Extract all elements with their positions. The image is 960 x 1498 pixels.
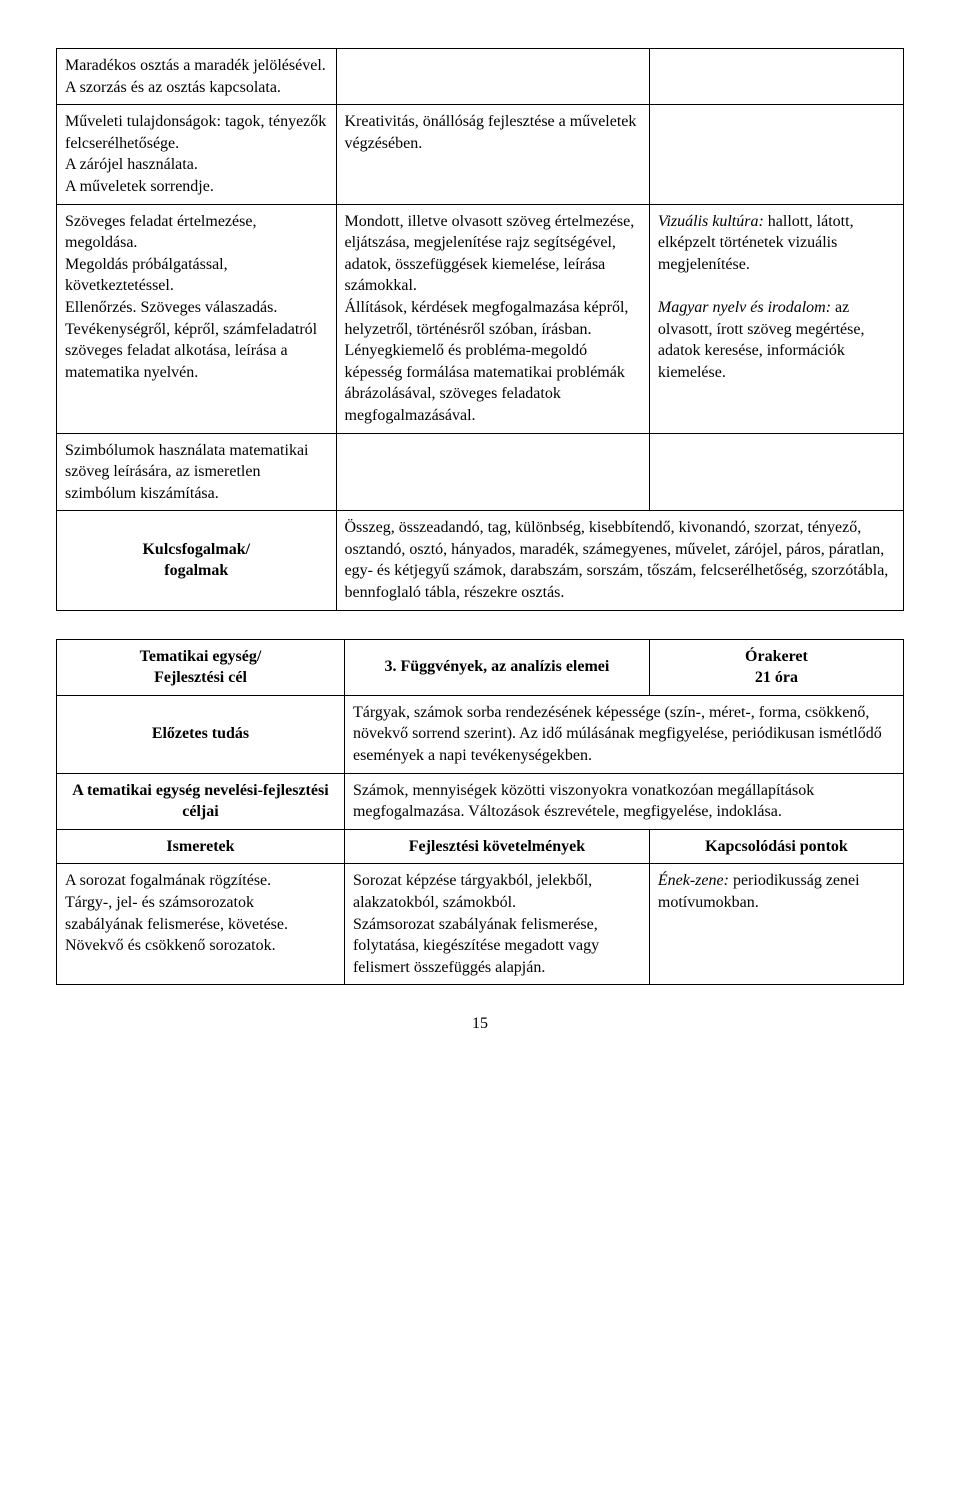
cell: Maradékos osztás a maradék jelölésével. … <box>57 49 337 105</box>
table-row: Előzetes tudás Tárgyak, számok sorba ren… <box>57 695 904 773</box>
table-row: A tematikai egység nevelési-fejlesztési … <box>57 773 904 829</box>
cell: Vizuális kultúra: hallott, látott, elkép… <box>649 204 903 433</box>
cell <box>649 105 903 204</box>
cell: Mondott, illetve olvasott szöveg értelme… <box>336 204 649 433</box>
cell: Szimbólumok használata matematikai szöve… <box>57 433 337 511</box>
cell: Műveleti tulajdonságok: tagok, tényezők … <box>57 105 337 204</box>
tematikai-celjai-label: A tematikai egység nevelési-fejlesztési … <box>57 773 345 829</box>
table-row: Ismeretek Fejlesztési követelmények Kapc… <box>57 829 904 864</box>
tematikai-egyseg-title: 3. Függvények, az analízis elemei <box>344 639 649 695</box>
cell <box>649 49 903 105</box>
cell <box>336 49 649 105</box>
col-header-fejlesztesi: Fejlesztési követelmények <box>344 829 649 864</box>
table-1: Maradékos osztás a maradék jelölésével. … <box>56 48 904 611</box>
cell <box>336 433 649 511</box>
table-row: Maradékos osztás a maradék jelölésével. … <box>57 49 904 105</box>
cell: Szöveges feladat értelmezése, megoldása.… <box>57 204 337 433</box>
link-label: Ének-zene: <box>658 872 729 889</box>
cell: A sorozat fogalmának rögzítése. Tárgy-, … <box>57 864 345 985</box>
col-header-ismeretek: Ismeretek <box>57 829 345 864</box>
table-row: Tematikai egység/ Fejlesztési cél 3. Füg… <box>57 639 904 695</box>
table-row: A sorozat fogalmának rögzítése. Tárgy-, … <box>57 864 904 985</box>
orakeret: Órakeret 21 óra <box>649 639 903 695</box>
kulcsfogalmak-text: Összeg, összeadandó, tag, különbség, kis… <box>336 511 904 610</box>
page-number: 15 <box>56 1013 904 1035</box>
table-row: Műveleti tulajdonságok: tagok, tényezők … <box>57 105 904 204</box>
table-row: Kulcsfogalmak/ fogalmak Összeg, összeada… <box>57 511 904 610</box>
elozetes-tudas-text: Tárgyak, számok sorba rendezésének képes… <box>344 695 903 773</box>
link-label: Vizuális kultúra: <box>658 213 764 230</box>
link-label: Magyar nyelv és irodalom: <box>658 299 831 316</box>
cell: Kreativitás, önállóság fejlesztése a műv… <box>336 105 649 204</box>
cell: Sorozat képzése tárgyakból, jelekből, al… <box>344 864 649 985</box>
tematikai-egyseg-label: Tematikai egység/ Fejlesztési cél <box>57 639 345 695</box>
tematikai-celjai-text: Számok, mennyiségek közötti viszonyokra … <box>344 773 903 829</box>
cell: Ének-zene: periodikusság zenei motívumok… <box>649 864 903 985</box>
table-row: Szimbólumok használata matematikai szöve… <box>57 433 904 511</box>
kulcsfogalmak-label: Kulcsfogalmak/ fogalmak <box>57 511 337 610</box>
col-header-kapcsolodasi: Kapcsolódási pontok <box>649 829 903 864</box>
elozetes-tudas-label: Előzetes tudás <box>57 695 345 773</box>
table-2: Tematikai egység/ Fejlesztési cél 3. Füg… <box>56 639 904 986</box>
table-row: Szöveges feladat értelmezése, megoldása.… <box>57 204 904 433</box>
cell <box>649 433 903 511</box>
